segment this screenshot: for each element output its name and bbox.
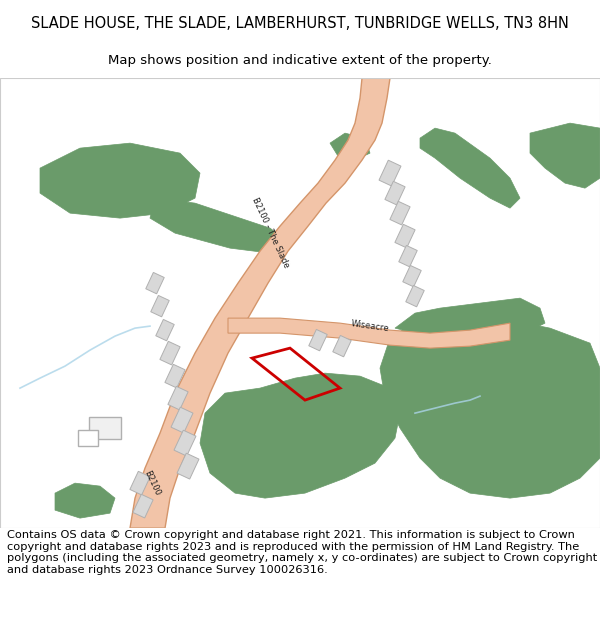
Polygon shape: [379, 160, 401, 186]
Polygon shape: [395, 224, 415, 248]
Polygon shape: [156, 319, 174, 341]
Polygon shape: [146, 272, 164, 294]
Polygon shape: [228, 318, 510, 348]
Polygon shape: [168, 386, 188, 410]
Polygon shape: [403, 266, 421, 287]
Polygon shape: [89, 417, 121, 439]
Polygon shape: [171, 408, 193, 433]
Polygon shape: [399, 246, 417, 267]
Polygon shape: [395, 298, 545, 338]
Polygon shape: [130, 78, 390, 528]
Polygon shape: [151, 296, 169, 317]
Polygon shape: [420, 128, 520, 208]
Polygon shape: [530, 123, 600, 188]
Text: Wiseacre: Wiseacre: [350, 319, 389, 333]
Polygon shape: [174, 430, 196, 456]
Polygon shape: [78, 430, 98, 446]
Polygon shape: [450, 303, 530, 333]
Polygon shape: [165, 364, 185, 388]
Text: Map shows position and indicative extent of the property.: Map shows position and indicative extent…: [108, 54, 492, 68]
Polygon shape: [55, 483, 115, 518]
Polygon shape: [200, 373, 400, 498]
Polygon shape: [133, 494, 153, 518]
Polygon shape: [160, 341, 180, 365]
Polygon shape: [333, 336, 351, 357]
Polygon shape: [406, 286, 424, 307]
Polygon shape: [330, 133, 370, 160]
Polygon shape: [385, 181, 405, 205]
Text: Contains OS data © Crown copyright and database right 2021. This information is : Contains OS data © Crown copyright and d…: [7, 530, 598, 575]
Polygon shape: [390, 201, 410, 225]
Polygon shape: [309, 329, 327, 351]
Text: B2100 - The Slade: B2100 - The Slade: [250, 196, 290, 270]
Polygon shape: [177, 453, 199, 479]
Polygon shape: [40, 143, 200, 218]
Polygon shape: [130, 471, 150, 495]
Text: SLADE HOUSE, THE SLADE, LAMBERHURST, TUNBRIDGE WELLS, TN3 8HN: SLADE HOUSE, THE SLADE, LAMBERHURST, TUN…: [31, 16, 569, 31]
Text: B2100: B2100: [142, 469, 162, 498]
Polygon shape: [380, 313, 600, 498]
Polygon shape: [150, 198, 290, 253]
